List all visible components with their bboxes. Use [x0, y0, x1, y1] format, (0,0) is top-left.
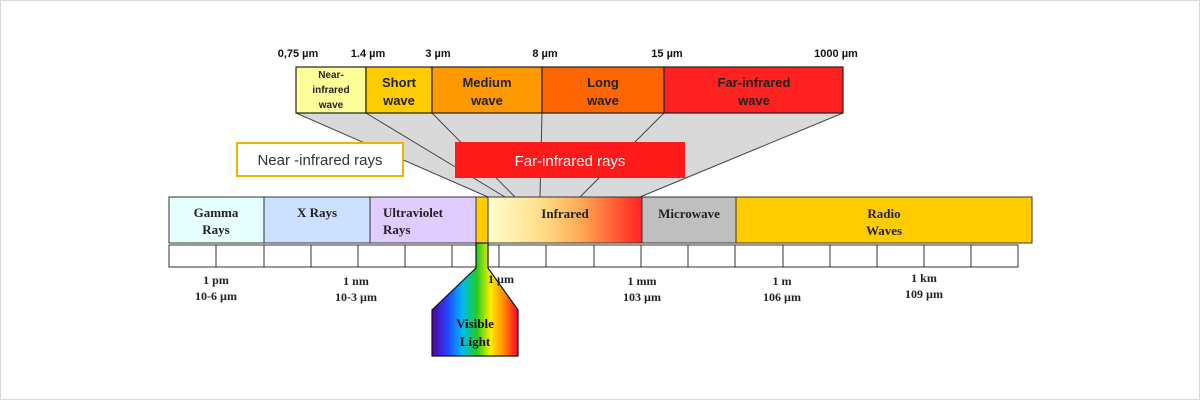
- band-label: wave: [470, 93, 503, 108]
- scale-label: 1 pm: [203, 273, 229, 287]
- spectrum-band-labels: Gamma Rays X Rays Ultraviolet Rays Infra…: [194, 205, 902, 238]
- band-near-infrared-wave: [295, 66, 367, 114]
- visible-light-labels: Visible Light: [456, 316, 494, 349]
- scale-cell: [310, 244, 359, 268]
- scale-cell: [876, 244, 925, 268]
- band-label: Ultraviolet: [383, 205, 444, 220]
- top-tick-label: 3 µm: [425, 48, 451, 60]
- band-long-wave: [541, 66, 665, 114]
- band-label: Microwave: [658, 206, 720, 221]
- band-infrared: [487, 196, 643, 244]
- top-tick-label: 15 µm: [651, 48, 683, 60]
- scale-labels: 1 pm 10-6 µm 1 nm 10-3 µm 1 µm 1 mm 103 …: [195, 271, 943, 304]
- scale-label: 1 km: [911, 271, 937, 285]
- spectrum-bands: [168, 196, 1033, 244]
- scale-label: 109 µm: [905, 287, 943, 301]
- scale-cell: [782, 244, 831, 268]
- band-far-infrared-wave: [663, 66, 844, 114]
- far-infrared-callout-box: [455, 142, 685, 178]
- band-label: Rays: [383, 222, 410, 237]
- band-short-wave: [365, 66, 433, 114]
- band-label: X Rays: [297, 205, 337, 220]
- visible-light-label: Visible: [456, 316, 494, 331]
- top-tick-label: 8 µm: [532, 48, 558, 60]
- fan-line-short: [365, 112, 506, 198]
- band-x-rays: [263, 196, 371, 244]
- scale-cell: [168, 244, 217, 268]
- scale-cell: [687, 244, 736, 268]
- band-radio-waves: [735, 196, 1033, 244]
- scale-cell: [734, 244, 784, 268]
- scale-cell: [215, 244, 265, 268]
- band-label: wave: [586, 93, 619, 108]
- band-label: Waves: [866, 223, 902, 238]
- band-ultraviolet-rays: [369, 196, 477, 244]
- band-label: Rays: [202, 222, 229, 237]
- band-label: wave: [737, 93, 770, 108]
- scale-label: 10-6 µm: [195, 289, 237, 303]
- scale-cell: [263, 244, 312, 268]
- band-label: Infrared: [541, 206, 589, 221]
- band-visible-strip: [475, 196, 489, 244]
- top-tick-label: 1.4 µm: [351, 48, 386, 60]
- top-scale-band-labels: Near- infrared wave Short wave Medium wa…: [312, 70, 790, 111]
- scale-cell: [357, 244, 406, 268]
- scale-label: 106 µm: [763, 290, 801, 304]
- band-label: Long: [587, 75, 619, 90]
- scale-cell: [545, 244, 595, 268]
- band-label: wave: [382, 93, 415, 108]
- scale-cell: [404, 244, 453, 268]
- band-label: Medium: [462, 75, 511, 90]
- scale-cell: [640, 244, 689, 268]
- near-infrared-callout-label: Near -infrared rays: [257, 152, 382, 169]
- scale-label: 103 µm: [623, 290, 661, 304]
- band-label: wave: [318, 100, 344, 111]
- band-gamma-rays: [168, 196, 265, 244]
- scale-label: 1 mm: [628, 274, 657, 288]
- scale-label: 1 m: [773, 274, 792, 288]
- top-tick-label: 0,75 µm: [278, 48, 319, 60]
- scale-label: 1 µm: [488, 272, 514, 286]
- visible-light-prism: [431, 242, 519, 357]
- scale-cell: [498, 244, 547, 268]
- visible-light-label: Light: [460, 334, 491, 349]
- fan-line-end: [639, 112, 844, 198]
- far-infrared-callout-label: Far-infrared rays: [515, 153, 626, 170]
- top-tick-label: 1000 µm: [814, 48, 858, 60]
- band-label: infrared: [312, 85, 349, 96]
- scale-cell: [593, 244, 642, 268]
- scale-label: 10-3 µm: [335, 290, 377, 304]
- scale-row: [168, 244, 1019, 268]
- top-scale-ticks: 0,75 µm 1.4 µm 3 µm 8 µm 15 µm 1000 µm: [278, 48, 858, 60]
- scale-cell: [970, 244, 1019, 268]
- top-scale-bands: [295, 66, 844, 114]
- band-microwave: [641, 196, 737, 244]
- band-label: Short: [382, 75, 417, 90]
- scale-label: 1 nm: [343, 274, 369, 288]
- band-medium-wave: [431, 66, 543, 114]
- scale-cell: [829, 244, 878, 268]
- band-label: Far-infrared: [718, 75, 791, 90]
- band-label: Gamma: [194, 205, 239, 220]
- band-label: Near-: [318, 70, 344, 81]
- band-label: Radio: [867, 206, 900, 221]
- near-infrared-callout-box: [236, 142, 404, 177]
- scale-cell: [923, 244, 972, 268]
